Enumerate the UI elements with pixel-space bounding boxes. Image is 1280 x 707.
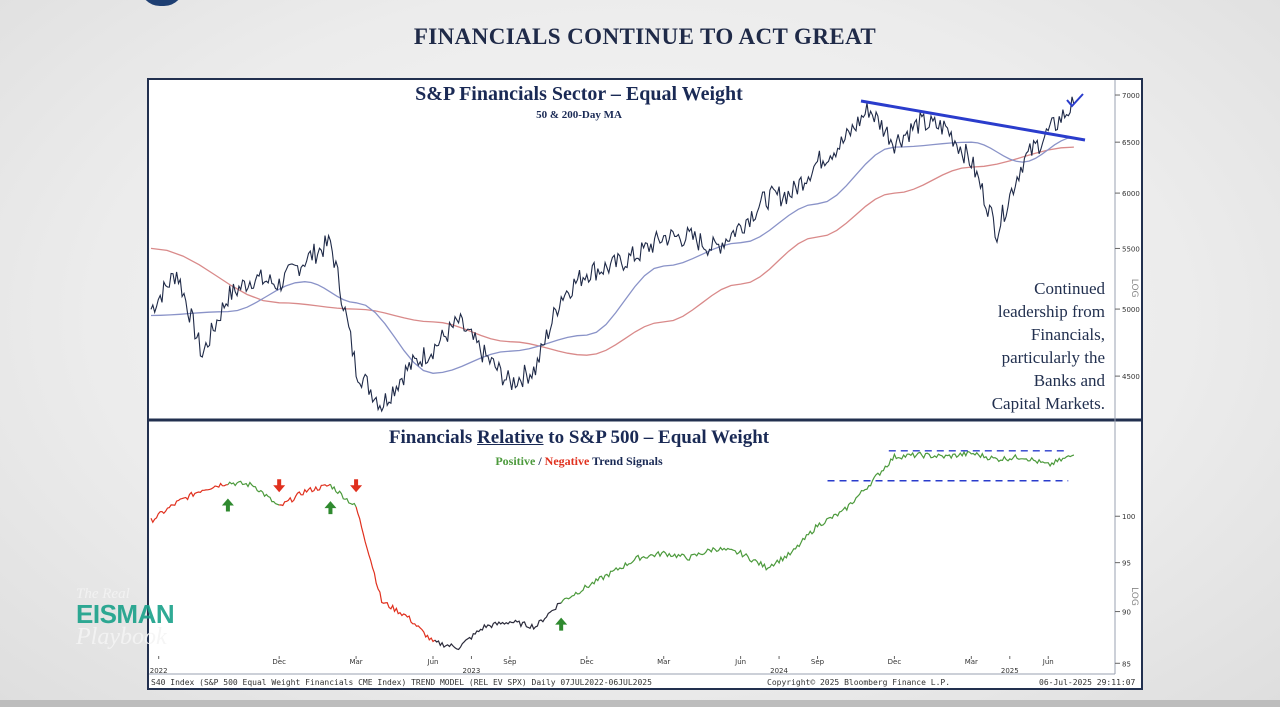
bottom-title-pre: Financials xyxy=(388,427,478,448)
x-tick-label: 2022 xyxy=(150,667,168,675)
x-tick-label: Sep xyxy=(503,658,517,666)
bottom-y-axis-label: 85 xyxy=(1122,660,1131,668)
annotation-text: Continued leadership from Financials, pa… xyxy=(969,277,1105,415)
annotation-line: leadership from xyxy=(997,302,1105,321)
watermark-line1: The Real xyxy=(76,586,130,602)
subtitle-positive: Positive xyxy=(495,454,536,468)
annotation-line: Continued xyxy=(1034,279,1105,298)
ma50-line xyxy=(150,136,1074,374)
annotation-line: Banks and xyxy=(1033,371,1105,390)
bottom-title-relative: Relative xyxy=(477,427,544,448)
bottom-y-axis-label: 90 xyxy=(1122,609,1131,617)
x-tick-label: Jun xyxy=(427,658,439,666)
x-tick-label: Dec xyxy=(888,658,902,666)
bottom-title-post: to S&P 500 – Equal Weight xyxy=(543,427,770,448)
top-chart-title: S&P Financials Sector – Equal Weight xyxy=(415,83,743,105)
bottom-y-axis-scale-label: LOG xyxy=(1129,587,1139,606)
chart-svg: 4500 5000 5500 6000 6500 7000 LOG 85 90 95 100 LOG 2… xyxy=(149,80,1141,675)
bottom-tab-strip xyxy=(0,700,1280,707)
footer-source: S40 Index (S&P 500 Equal Weight Financia… xyxy=(151,678,652,687)
ma200-line xyxy=(150,146,1074,356)
top-y-axis-label: 6500 xyxy=(1122,139,1140,147)
subtitle-rest: Trend Signals xyxy=(589,454,663,468)
x-tick-label: 2025 xyxy=(1001,667,1019,675)
up-arrow-icon xyxy=(324,501,337,515)
watermark-logo: The Real EISMAN Playbook xyxy=(76,586,175,650)
up-arrow-icon xyxy=(221,498,234,512)
subtitle-sep: / xyxy=(535,454,545,468)
relative-line-segment xyxy=(279,483,331,507)
x-tick-label: Mar xyxy=(965,658,978,666)
annotation-line: particularly the xyxy=(1001,348,1105,367)
relative-line-segment xyxy=(150,482,228,524)
x-tick-label: Sep xyxy=(811,658,825,666)
relative-line-segment xyxy=(355,506,436,643)
x-tick-label: Jun xyxy=(1042,658,1054,666)
down-arrow-icon xyxy=(350,479,363,493)
top-chart-subtitle: 50 & 200-Day MA xyxy=(536,109,622,121)
footer-copyright: Copyright© 2025 Bloomberg Finance L.P. xyxy=(767,678,951,687)
bottom-chart-title: Financials Relative to S&P 500 – Equal W… xyxy=(149,427,1009,449)
slide-title: FINANCIALS CONTINUE TO ACT GREAT xyxy=(413,24,877,49)
bottom-chart-subtitle: Positive / Negative Trend Signals xyxy=(149,454,1009,469)
footer-timestamp: 06-Jul-2025 29:11:07 xyxy=(1039,678,1136,687)
top-y-axis-label: 5500 xyxy=(1122,245,1140,253)
watermark-line2: EISMAN xyxy=(76,599,175,629)
resistance-trendline xyxy=(860,99,1086,142)
bottom-y-axis-label: 95 xyxy=(1122,560,1131,568)
down-arrow-icon xyxy=(273,479,286,493)
x-tick-label: 2023 xyxy=(463,667,481,675)
x-tick-label: Dec xyxy=(580,658,594,666)
x-tick-label: 2024 xyxy=(770,667,788,675)
x-tick-label: Dec xyxy=(272,658,286,666)
bottom-y-axis-label: 100 xyxy=(1122,513,1135,521)
check-mark-icon xyxy=(1066,93,1084,108)
logo-icon xyxy=(140,0,184,6)
top-y-axis-label: 4500 xyxy=(1122,373,1140,381)
x-tick-label: Mar xyxy=(657,658,670,666)
annotation-line: Capital Markets. xyxy=(991,394,1105,413)
watermark-line3: Playbook xyxy=(76,624,167,650)
up-arrow-icon xyxy=(555,617,568,631)
relative-line-segment xyxy=(560,450,1075,604)
relative-line-segment xyxy=(434,602,562,651)
relative-line-segment xyxy=(227,480,280,506)
x-tick-label: Mar xyxy=(349,658,362,666)
top-y-axis-label: 6000 xyxy=(1122,190,1140,198)
top-y-axis-label: 7000 xyxy=(1122,92,1140,100)
top-y-axis-label: 5000 xyxy=(1122,306,1140,314)
chart-frame: 4500 5000 5500 6000 6500 7000 LOG 85 90 95 100 LOG 2… xyxy=(147,78,1143,690)
annotation-line: Financials, xyxy=(1030,325,1105,344)
subtitle-negative: Negative xyxy=(544,454,590,468)
chart-footer: S40 Index (S&P 500 Equal Weight Financia… xyxy=(149,676,1141,690)
relative-line-segment xyxy=(329,483,357,508)
x-tick-label: Jun xyxy=(734,658,746,666)
top-y-axis-scale-label: LOG xyxy=(1129,279,1139,298)
